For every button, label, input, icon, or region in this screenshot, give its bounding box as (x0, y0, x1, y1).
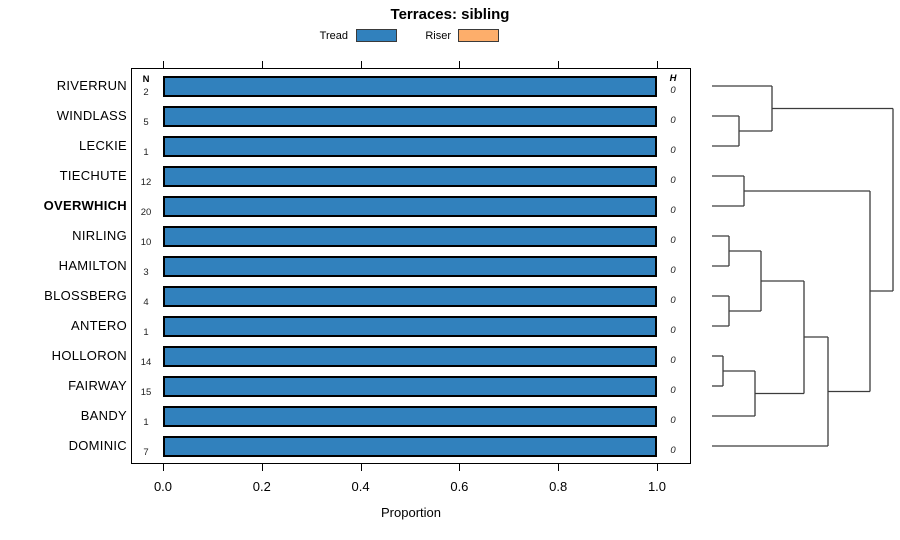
tick-bottom (459, 464, 461, 471)
bar-segment-tread (163, 225, 657, 247)
bar-segment-tread (163, 135, 657, 157)
tick-bottom (360, 464, 362, 471)
row-label: HOLLORON (51, 348, 127, 363)
tick-top (657, 61, 658, 68)
n-value: 10 (140, 237, 152, 248)
h-value: 0 (670, 85, 676, 96)
n-value: 4 (143, 297, 149, 308)
h-value: 0 (670, 235, 676, 246)
tick-top (558, 61, 560, 68)
n-value: 7 (143, 447, 149, 458)
tick-top (163, 61, 164, 68)
bar-segment-tread (163, 345, 657, 367)
tick-label: 0.4 (351, 479, 370, 494)
h-value: 0 (670, 355, 676, 366)
row-label: NIRLING (72, 228, 127, 243)
row-label: LECKIE (78, 138, 127, 153)
x-axis-title: Proportion (381, 505, 441, 520)
row-label: RIVERRUN (56, 78, 127, 93)
tick-top (261, 61, 263, 68)
legend-label-tread: Tread (319, 30, 348, 42)
legend-label-riser: Riser (425, 30, 451, 42)
tick-top (459, 61, 461, 68)
tick-label: 0.8 (549, 479, 568, 494)
tick-bottom (163, 464, 164, 471)
n-value: 3 (143, 267, 149, 278)
h-value: 0 (670, 265, 676, 276)
tick-label: 1.0 (647, 479, 667, 494)
tick-top (360, 61, 362, 68)
bar-segment-tread (163, 255, 657, 277)
row-label: BLOSSBERG (44, 288, 127, 303)
bar-segment-tread (163, 195, 657, 217)
row-label: TIECHUTE (59, 168, 127, 183)
bar-segment-tread (163, 285, 657, 307)
n-value: 1 (143, 147, 149, 158)
tick-label: 0.2 (252, 479, 271, 494)
n-value: 15 (140, 387, 152, 398)
legend-swatch-tread (356, 29, 397, 42)
n-value: 1 (143, 417, 149, 428)
row-label: WINDLASS (56, 108, 127, 123)
n-value: 2 (143, 87, 149, 98)
row-label: DOMINIC (68, 438, 127, 453)
tick-label: 0.0 (153, 479, 173, 494)
n-value: 12 (140, 177, 152, 188)
column-header-n: N (142, 74, 150, 85)
n-value: 14 (140, 357, 152, 368)
row-label: ANTERO (71, 318, 127, 333)
bar-segment-tread (163, 375, 657, 397)
h-value: 0 (670, 145, 676, 156)
h-value: 0 (670, 415, 676, 426)
h-value: 0 (670, 205, 676, 216)
n-value: 5 (143, 117, 149, 128)
plot-box (131, 68, 691, 464)
chart-title: Terraces: sibling (390, 6, 510, 23)
bar-segment-tread (163, 165, 657, 187)
h-value: 0 (670, 325, 676, 336)
h-value: 0 (670, 115, 676, 126)
row-label: HAMILTON (58, 258, 127, 273)
bar-segment-tread (163, 405, 657, 427)
row-label: OVERWHICH (43, 198, 127, 213)
h-value: 0 (670, 295, 676, 306)
legend-swatch-riser (458, 29, 499, 42)
h-value: 0 (670, 385, 676, 396)
column-header-h: H (669, 73, 677, 84)
tick-bottom (261, 464, 263, 471)
h-value: 0 (670, 175, 676, 186)
row-label: BANDY (80, 408, 127, 423)
tick-label: 0.6 (450, 479, 469, 494)
bar-segment-tread (163, 435, 657, 457)
bar-segment-tread (163, 105, 657, 127)
n-value: 20 (140, 207, 152, 218)
bar-segment-tread (163, 315, 657, 337)
h-value: 0 (670, 445, 676, 456)
tick-bottom (657, 464, 658, 471)
n-value: 1 (143, 327, 149, 338)
tick-bottom (558, 464, 560, 471)
row-label: FAIRWAY (68, 378, 127, 393)
bar-segment-tread (163, 75, 657, 97)
